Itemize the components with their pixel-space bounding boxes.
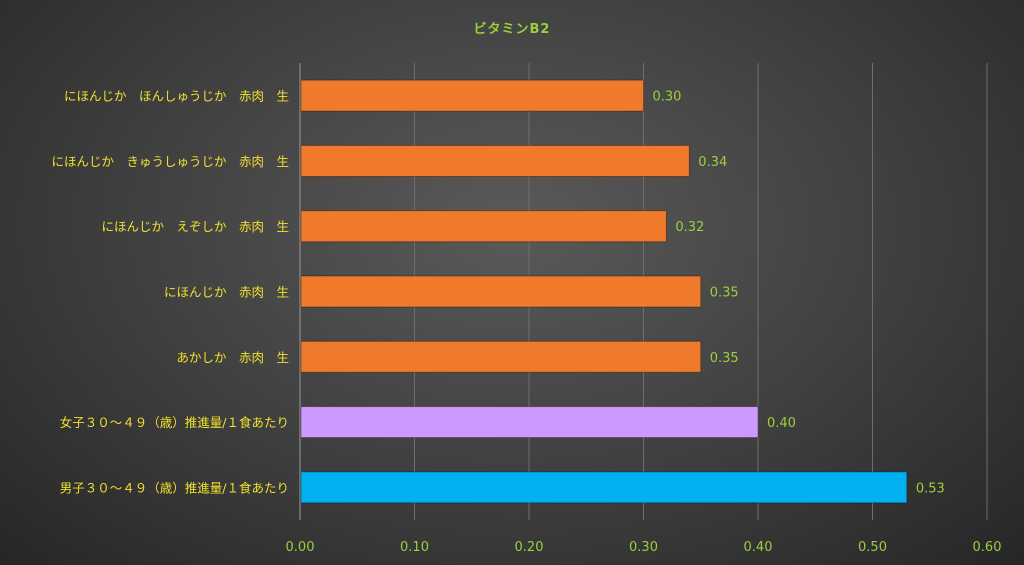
data-label: 0.35 — [710, 286, 739, 301]
x-tick-label: 0.60 — [973, 540, 1002, 555]
bar — [300, 340, 702, 373]
x-tick-label: 0.50 — [858, 540, 887, 555]
data-label: 0.53 — [916, 481, 945, 496]
bar — [300, 79, 644, 112]
bar — [300, 210, 667, 243]
category-label: にほんじか ほんしゅうじか 赤肉 生 — [64, 89, 289, 104]
category-label: にほんじか 赤肉 生 — [164, 285, 289, 300]
chart-title: ビタミンB2 — [473, 22, 551, 37]
data-label: 0.32 — [675, 220, 704, 235]
bar — [300, 471, 908, 504]
data-label: 0.30 — [653, 90, 682, 105]
x-tick-label: 0.10 — [400, 540, 429, 555]
x-tick-label: 0.00 — [286, 540, 315, 555]
category-label: 女子３０～４９（歳）推進量/１食あたり — [60, 415, 289, 430]
bar — [300, 144, 690, 177]
x-tick-label: 0.40 — [744, 540, 773, 555]
data-label: 0.35 — [710, 351, 739, 366]
x-tick-label: 0.30 — [629, 540, 658, 555]
category-label: あかしか 赤肉 生 — [176, 350, 289, 365]
bar — [300, 406, 759, 439]
data-label: 0.40 — [767, 416, 796, 431]
category-label: にほんじか えぞしか 赤肉 生 — [101, 219, 289, 234]
bar — [300, 275, 702, 308]
x-tick-label: 0.20 — [515, 540, 544, 555]
data-label: 0.34 — [698, 155, 727, 170]
category-label: 男子３０～４９（歳）推進量/１食あたり — [60, 480, 289, 495]
category-label: にほんじか きゅうしゅうじか 赤肉 生 — [51, 154, 289, 169]
